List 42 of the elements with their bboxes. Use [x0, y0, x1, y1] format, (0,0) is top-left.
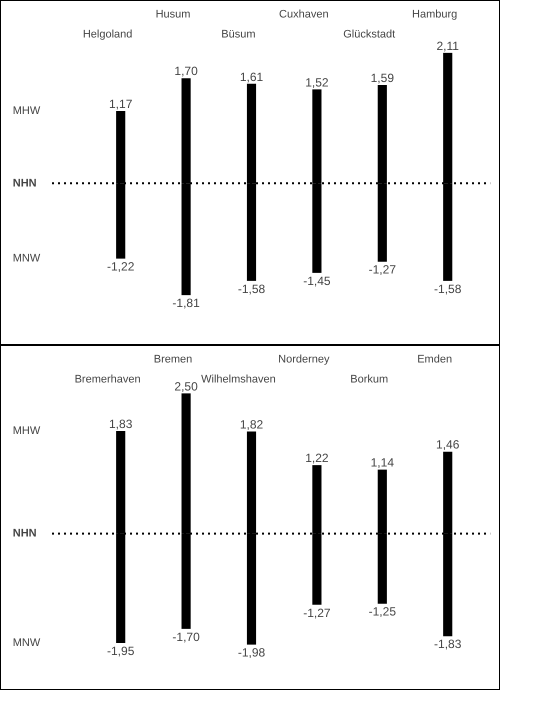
- data-label: 1,82: [240, 418, 264, 432]
- x-tick-label: Bremen: [154, 354, 192, 366]
- x-tick-label: Emden: [417, 354, 452, 366]
- x-tick-label: Büsum: [221, 28, 256, 40]
- ref-line-label: NHN: [12, 177, 37, 190]
- data-label: 1,52: [305, 75, 329, 90]
- data-label: 2,11: [436, 38, 460, 53]
- x-tick-label: Hamburg: [412, 8, 458, 20]
- x-tick-label: Wilhelmshaven: [201, 374, 276, 386]
- data-label: -1,95: [107, 644, 135, 658]
- data-label: 1,17: [109, 96, 133, 111]
- data-label: -1,27: [303, 606, 331, 620]
- x-tick-label: Glückstadt: [343, 28, 396, 40]
- data-label: -1,70: [172, 630, 200, 644]
- data-label: -1,58: [238, 282, 266, 296]
- data-label: 1,61: [240, 70, 264, 84]
- text: MNW: [12, 636, 41, 649]
- data-label: -1,98: [238, 646, 266, 660]
- data-label: 1,70: [174, 64, 198, 78]
- data-label: 1,83: [109, 416, 133, 431]
- ref-line-label: NHN: [12, 528, 37, 540]
- data-label: 1,14: [370, 456, 394, 470]
- x-tick-label: Cuxhaven: [279, 8, 329, 20]
- data-label: -1,45: [303, 274, 331, 288]
- data-label: -1,58: [434, 282, 462, 296]
- x-tick-label: Borkum: [350, 374, 388, 386]
- data-label: 2,50: [174, 379, 198, 394]
- text: MNW: [12, 252, 41, 265]
- data-label: -1,22: [107, 260, 135, 274]
- data-label: -1,83: [434, 637, 462, 652]
- data-label: -1,27: [368, 262, 396, 277]
- data-label: 1,46: [436, 438, 460, 452]
- text: MHW: [12, 104, 41, 117]
- x-tick-label: Husum: [156, 8, 190, 20]
- x-tick-label: Bremerhaven: [74, 374, 141, 386]
- data-label: 1,59: [370, 71, 394, 86]
- data-label: 1,22: [305, 451, 329, 466]
- data-label: -1,81: [172, 296, 200, 310]
- data-label: -1,25: [368, 604, 396, 619]
- x-tick-label: Norderney: [278, 354, 330, 366]
- x-tick-label: Helgoland: [82, 28, 132, 40]
- text: MHW: [12, 424, 41, 437]
